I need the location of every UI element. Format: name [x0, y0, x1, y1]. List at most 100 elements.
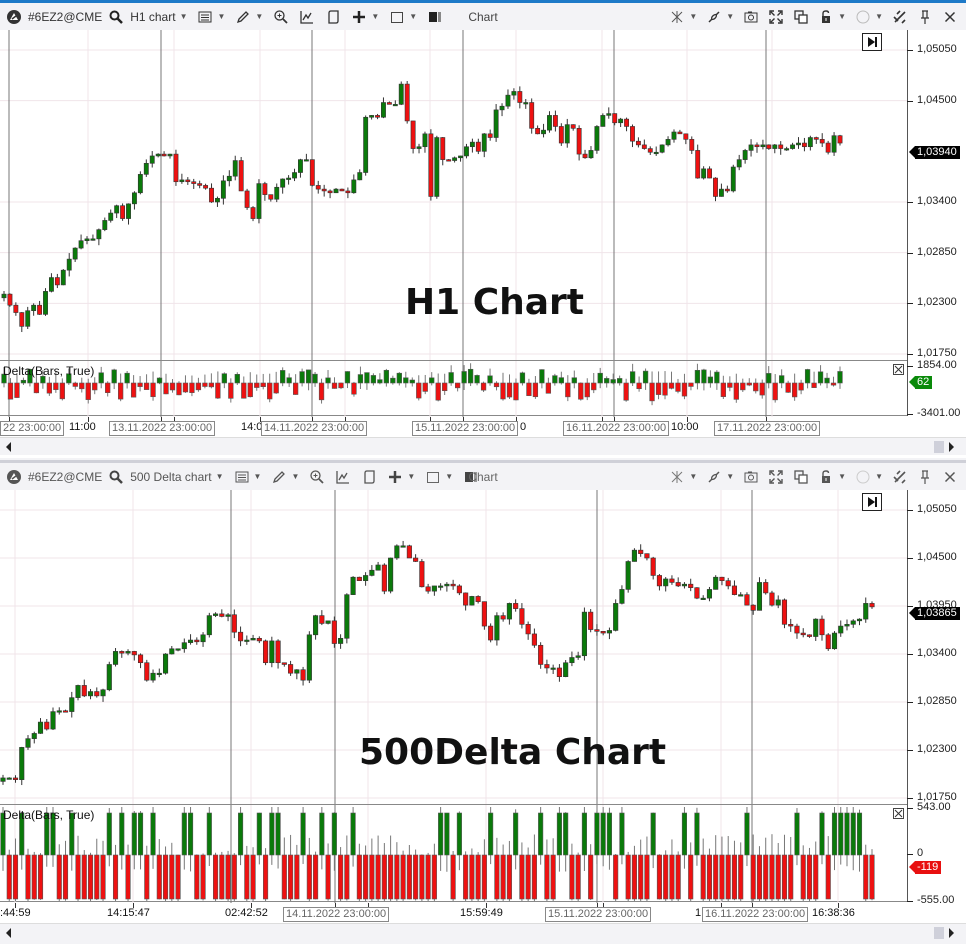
delta-indicator-pane[interactable]: Delta(Bars, True) — [0, 360, 907, 417]
chevron-down-icon: ▼ — [179, 12, 188, 21]
price-tick-label: 1,01750 — [917, 791, 957, 803]
chart-watermark: H1 Chart — [405, 282, 585, 323]
symbol-label[interactable]: #6EZ2@CME — [28, 9, 103, 24]
trading-panel-icon[interactable] — [361, 469, 377, 485]
symbol-search-icon[interactable] — [108, 9, 124, 25]
chevron-down-icon: ▼ — [217, 12, 226, 21]
time-label: 14:0 — [241, 421, 263, 433]
zoom-in-icon[interactable] — [273, 9, 289, 25]
indicator-close-icon[interactable] — [893, 364, 904, 375]
scroll-to-latest-button[interactable] — [862, 33, 882, 51]
price-axis[interactable]: 1,05050 1,04500 1,03400 1,02850 1,02300 1,017… — [907, 30, 966, 360]
time-tick-mark — [88, 417, 89, 422]
lock-icon[interactable]: ▼ — [818, 469, 846, 485]
price-candles[interactable] — [0, 490, 907, 804]
window-layout-dropdown[interactable]: ▼ — [425, 469, 453, 485]
price-chart[interactable]: H1 Chart — [0, 30, 907, 360]
circle-color-icon[interactable]: ▼ — [855, 9, 883, 25]
price-tick-mark — [907, 50, 913, 51]
scroll-right-arrow[interactable] — [949, 928, 954, 938]
time-axis[interactable]: 22 23:00:00 11:00 13.11.2022 23:00:00 14:0 1… — [0, 417, 907, 437]
delta-bars — [1, 361, 843, 417]
close-icon[interactable] — [942, 9, 958, 25]
current-price-tag: 1,03940 — [909, 146, 960, 160]
scroll-left-arrow[interactable] — [6, 442, 11, 452]
symbol-label[interactable]: #6EZ2@CME — [28, 469, 103, 484]
tools-icon[interactable] — [892, 469, 908, 485]
crosshair-add-dropdown[interactable]: ▼ — [387, 469, 415, 485]
price-tick-mark — [907, 100, 913, 102]
scroll-thumb[interactable] — [934, 441, 944, 453]
scroll-left-arrow[interactable] — [6, 928, 11, 938]
close-icon[interactable] — [942, 469, 958, 485]
chart-type-dropdown[interactable]: H1 chart ▼ — [130, 10, 187, 24]
price-tick-mark — [907, 252, 913, 254]
indicator-value-tag: 62 — [908, 376, 933, 389]
price-candles[interactable] — [0, 30, 907, 360]
camera-icon[interactable] — [743, 469, 759, 485]
camera-icon[interactable] — [743, 9, 759, 25]
horizontal-scrollbar[interactable] — [0, 437, 966, 455]
link-icon[interactable]: ▼ — [706, 469, 734, 485]
indicator-tick-mark — [907, 901, 913, 902]
link-icon[interactable]: ▼ — [706, 9, 734, 25]
horizontal-scrollbar[interactable] — [0, 923, 966, 944]
indicator-close-icon[interactable] — [893, 808, 904, 819]
chevron-down-icon: ▼ — [689, 472, 698, 481]
lock-icon[interactable]: ▼ — [818, 9, 846, 25]
time-label: 1 — [695, 907, 702, 919]
broker-logo-icon[interactable] — [6, 9, 22, 25]
zoom-in-icon[interactable] — [309, 469, 325, 485]
session-date-label: 15.11.2022 23:00:00 — [412, 421, 519, 436]
delta-indicator-pane[interactable]: Delta(Bars, True) — [0, 804, 907, 903]
time-axis[interactable]: :44:59 14:15:47 02:42:52 14.11.2022 23:00:0… — [0, 903, 907, 923]
pin-icon[interactable] — [917, 9, 933, 25]
scroll-thumb[interactable] — [934, 927, 944, 939]
time-tick-mark — [251, 903, 252, 908]
scroll-to-latest-button[interactable] — [862, 493, 882, 511]
crosshair-icon[interactable]: ▼ — [669, 469, 697, 485]
dom-panel-icon[interactable] — [427, 9, 443, 25]
time-tick-mark — [516, 417, 517, 422]
price-tick-mark — [907, 303, 913, 305]
time-label: 02:42:52 — [225, 907, 268, 919]
chevron-down-icon: ▼ — [255, 12, 264, 21]
window-layout-dropdown[interactable]: ▼ — [389, 9, 417, 25]
fullscreen-icon[interactable] — [768, 469, 784, 485]
time-tick-mark — [260, 417, 261, 422]
price-axis[interactable]: 1,05050 1,04500 1,03950 1,03400 1,02850 1,023… — [907, 490, 966, 804]
pin-icon[interactable] — [917, 469, 933, 485]
time-tick-mark — [752, 903, 753, 908]
dom-panel-icon[interactable] — [463, 469, 479, 485]
crosshair-icon[interactable]: ▼ — [669, 9, 697, 25]
tools-icon[interactable] — [892, 9, 908, 25]
chevron-down-icon: ▼ — [291, 472, 300, 481]
time-tick-mark — [174, 417, 175, 422]
price-tick-mark — [907, 798, 913, 799]
indicators-icon[interactable] — [299, 9, 315, 25]
symbol-search-icon[interactable] — [108, 469, 124, 485]
indicator-axis: 543.00 0 -555.00 -119 — [907, 801, 966, 906]
drawing-tools-dropdown[interactable]: ▼ — [271, 469, 299, 485]
template-dropdown[interactable]: ▼ — [234, 469, 261, 485]
chart-type-dropdown[interactable]: 500 Delta chart ▼ — [130, 470, 223, 484]
price-chart[interactable]: 500Delta Chart — [0, 490, 907, 804]
duplicate-window-icon[interactable] — [793, 9, 809, 25]
scroll-right-arrow[interactable] — [949, 442, 954, 452]
template-dropdown[interactable]: ▼ — [197, 9, 225, 25]
drawing-tools-dropdown[interactable]: ▼ — [235, 9, 263, 25]
duplicate-window-icon[interactable] — [793, 469, 809, 485]
trading-panel-icon[interactable] — [325, 9, 341, 25]
indicators-icon[interactable] — [335, 469, 351, 485]
broker-logo-icon[interactable] — [6, 469, 22, 485]
chevron-down-icon: ▼ — [371, 12, 380, 21]
time-tick-mark — [345, 417, 346, 422]
time-label: 0 — [520, 421, 527, 433]
time-tick-mark — [15, 903, 16, 908]
indicator-tick-mark — [907, 808, 913, 809]
fullscreen-icon[interactable] — [768, 9, 784, 25]
circle-color-icon[interactable]: ▼ — [855, 469, 883, 485]
chevron-down-icon: ▼ — [445, 472, 454, 481]
crosshair-add-dropdown[interactable]: ▼ — [351, 9, 379, 25]
indicator-tick-mark — [907, 854, 913, 855]
